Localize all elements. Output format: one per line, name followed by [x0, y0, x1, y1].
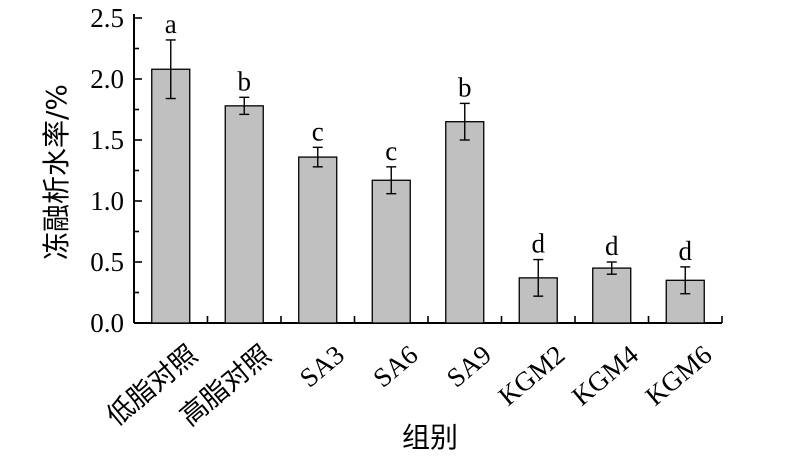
x-tick-label: SA3: [294, 339, 350, 393]
bar: [298, 156, 338, 324]
y-tick-label: 2.5: [90, 3, 124, 33]
significance-label: a: [165, 9, 177, 39]
bar: [445, 121, 485, 324]
significance-label: b: [458, 72, 472, 102]
significance-label: b: [238, 66, 252, 96]
x-tick-label: KGM2: [493, 339, 571, 411]
y-axis-title: 冻融析水率/%: [40, 84, 73, 260]
y-tick-label: 1.5: [90, 125, 124, 155]
bar: [592, 267, 632, 324]
x-tick-label: SA6: [367, 339, 423, 393]
y-tick-label: 0.5: [90, 247, 124, 277]
y-tick-label: 0.0: [90, 308, 124, 338]
x-tick-label: KGM6: [640, 339, 718, 411]
x-tick-label: KGM4: [566, 339, 644, 411]
significance-label: d: [532, 229, 546, 259]
significance-label: c: [385, 136, 397, 166]
y-tick-label: 1.0: [90, 186, 124, 216]
y-tick-label: 2.0: [90, 64, 124, 94]
significance-label: c: [312, 116, 324, 146]
bar-series: a b c c b d d d: [151, 9, 705, 324]
significance-label: d: [605, 231, 619, 261]
chart-axes: 0.0 0.5 1.0 1.5 2.0 2.5: [90, 3, 723, 338]
bar: [224, 105, 264, 324]
bar: [371, 179, 411, 324]
significance-label: d: [679, 236, 693, 266]
x-axis-title: 组别: [402, 421, 458, 454]
bar: [151, 68, 191, 324]
x-tick-label: SA9: [441, 339, 497, 393]
